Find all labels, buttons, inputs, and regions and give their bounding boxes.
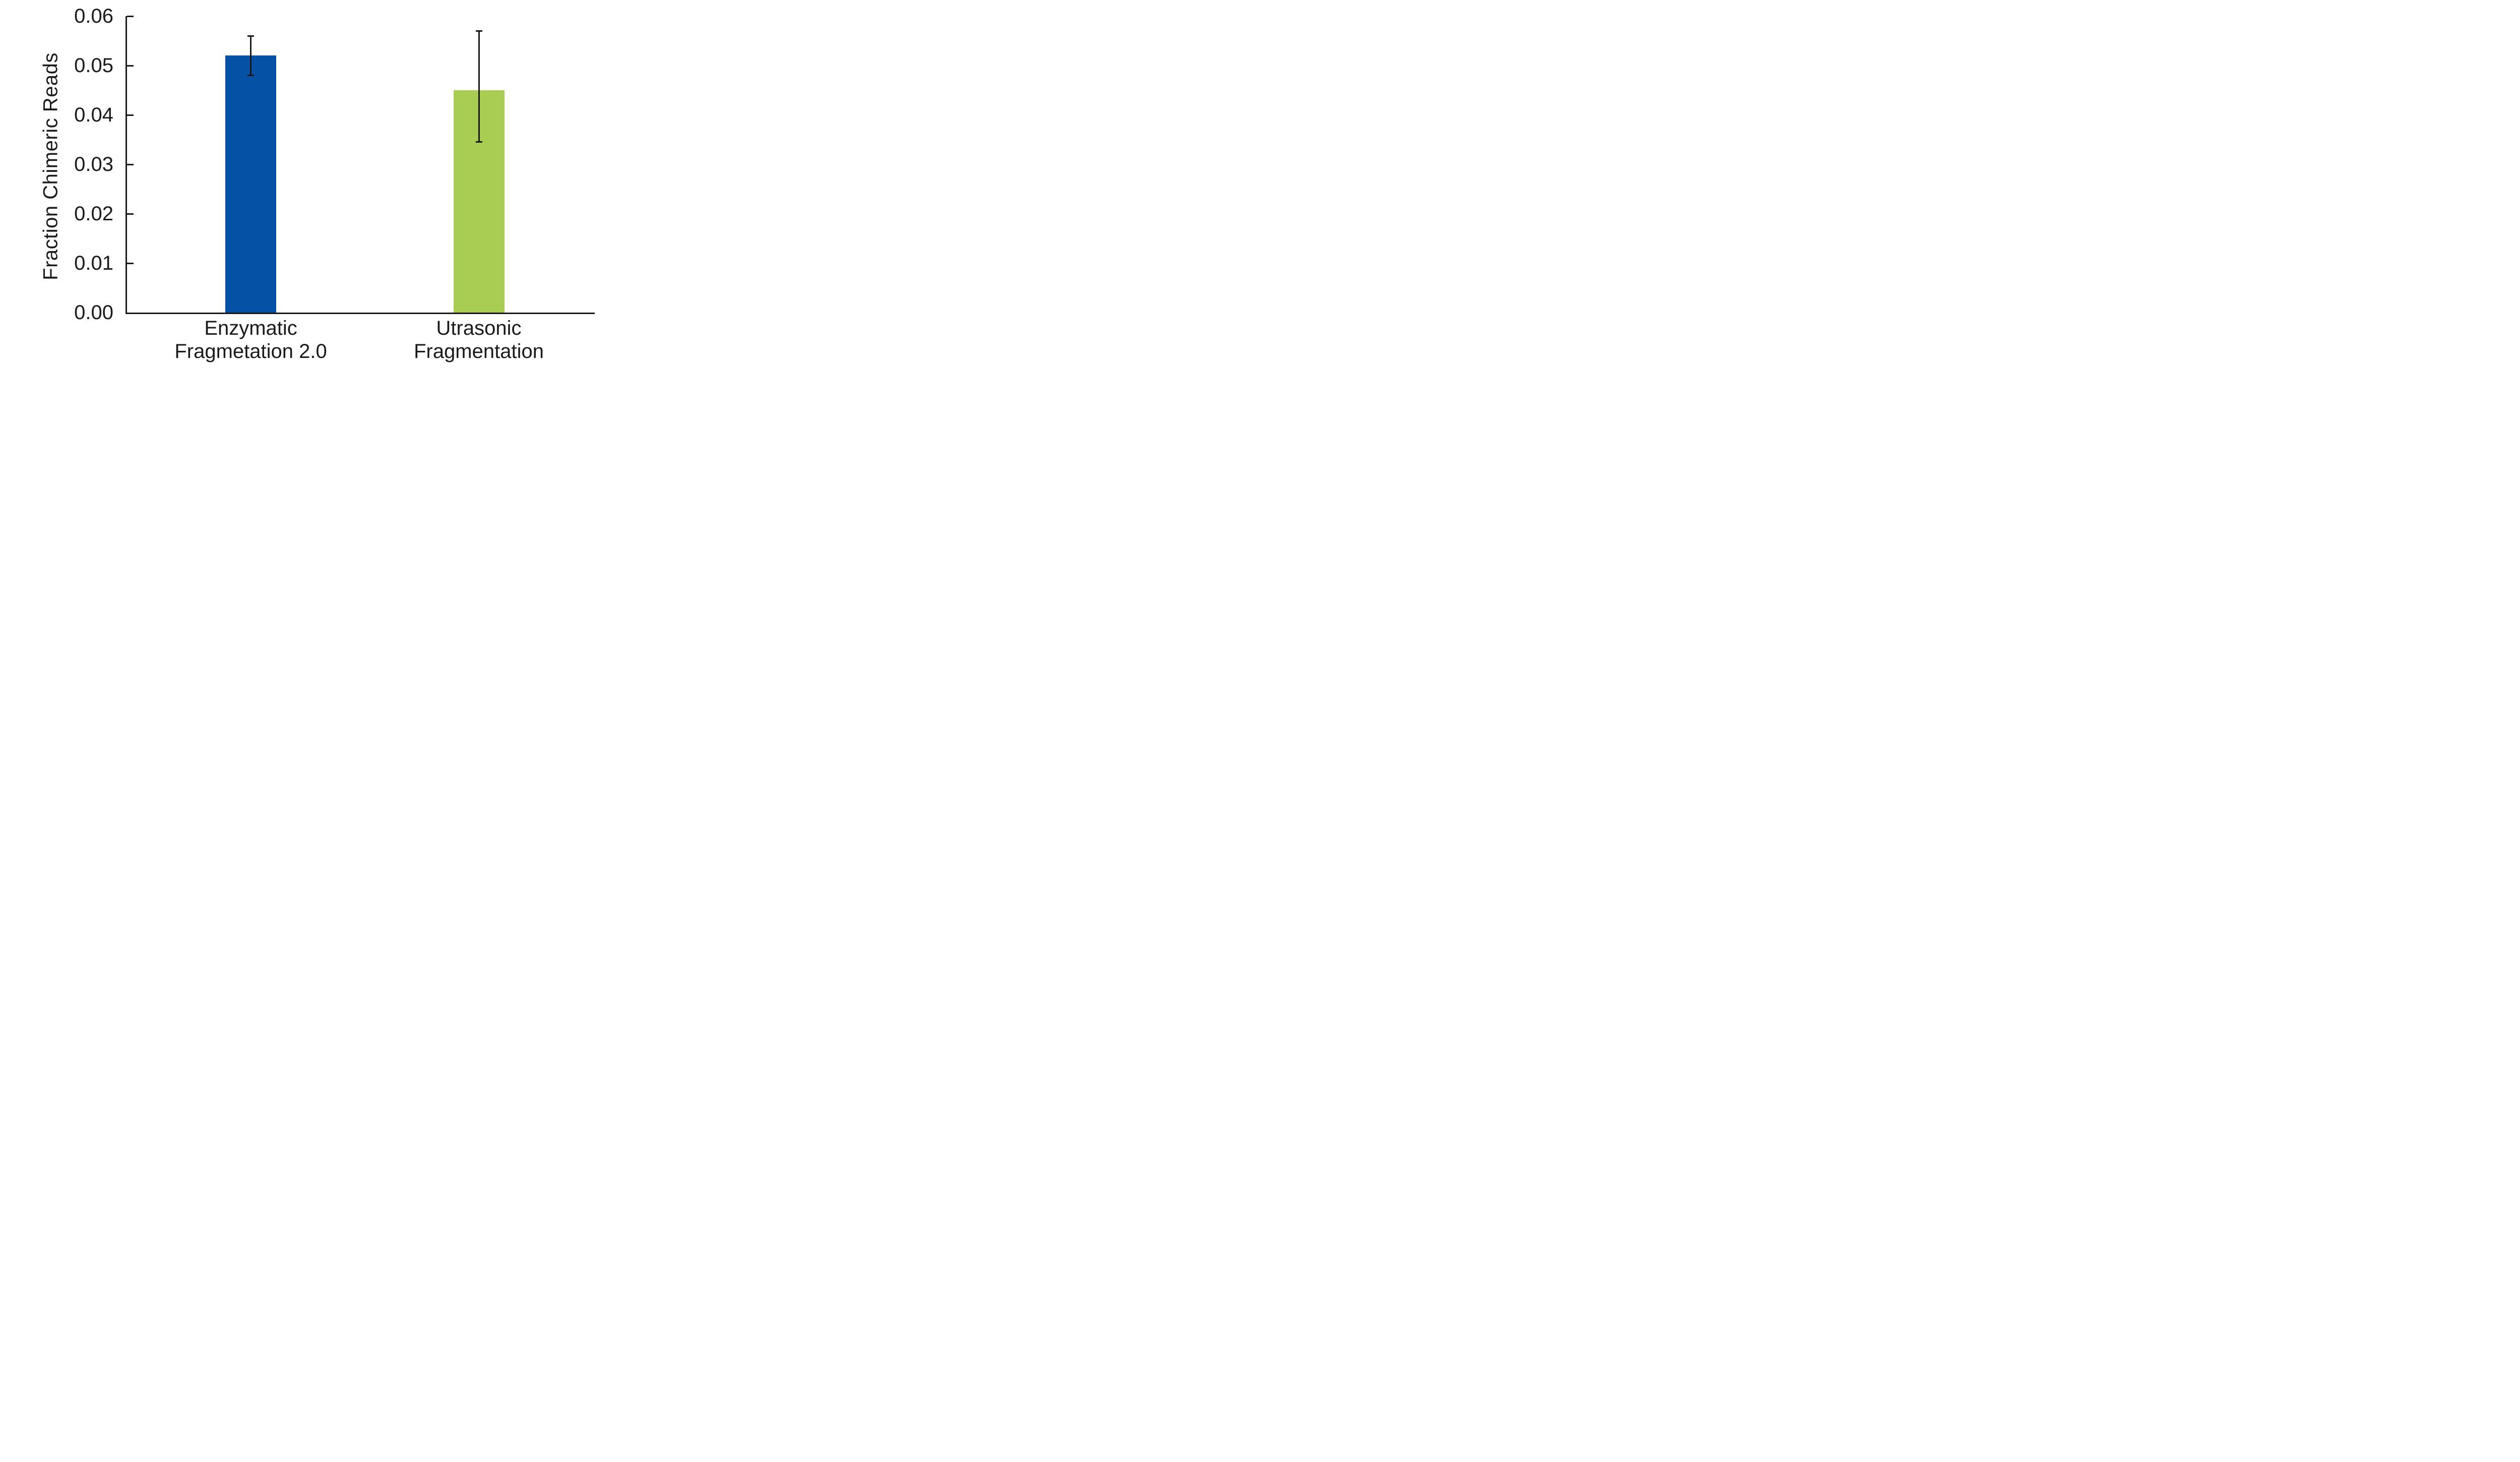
error-bar-line (250, 36, 252, 76)
y-tick-mark (127, 262, 134, 264)
error-bar-cap (475, 141, 482, 143)
y-tick-label: 0.03 (74, 153, 113, 175)
x-axis-line (125, 313, 595, 314)
error-bar-line (478, 31, 480, 142)
y-tick-label: 0.05 (74, 54, 113, 77)
error-bar-cap (247, 35, 255, 37)
y-tick-mark (127, 15, 134, 17)
y-tick-label: 0.00 (74, 301, 113, 324)
y-tick-label: 0.06 (74, 5, 113, 27)
x-category-label-line: Enzymatic (204, 317, 297, 339)
bar-0 (225, 55, 277, 313)
y-tick-mark (127, 114, 134, 116)
y-tick-mark (127, 213, 134, 215)
x-category-label-line: Fragmetation 2.0 (174, 340, 327, 362)
x-category-label: Utrasonic Fragmentation (363, 317, 595, 363)
y-tick-label: 0.02 (74, 203, 113, 225)
x-category-label-line: Fragmentation (414, 340, 544, 362)
y-tick-label: 0.01 (74, 252, 113, 274)
plot-area (125, 16, 595, 313)
bar-chart: Fraction Chimeric Reads 0.00 0.01 0.02 0.03… (0, 0, 630, 366)
error-bar-cap (475, 30, 482, 32)
y-tick-mark (127, 65, 134, 67)
error-bar-cap (247, 75, 255, 77)
x-category-label: Enzymatic Fragmetation 2.0 (135, 317, 367, 363)
y-axis-line (125, 16, 127, 314)
y-tick-mark (127, 163, 134, 165)
x-category-label-line: Utrasonic (436, 317, 522, 339)
y-tick-label: 0.04 (74, 104, 113, 126)
